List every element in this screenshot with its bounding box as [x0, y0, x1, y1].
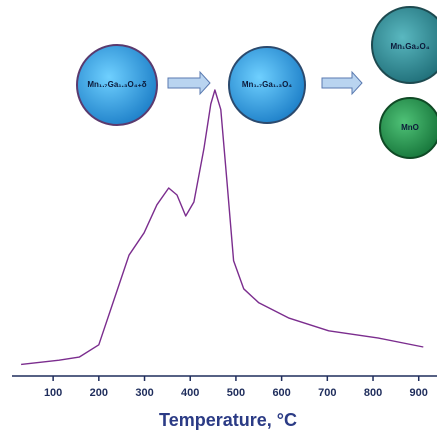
x-tick-label: 400 — [181, 387, 199, 399]
annotation: Mn₁.₇Ga₁.₃O₄ — [242, 80, 292, 89]
scheme: Mn₁.₇Ga₁.₃O₄₊δ Mn₁.₇Ga₁.₃O₄ Mn₁Ga₂O₄ MnO — [76, 6, 437, 159]
x-tick-label: 300 — [135, 387, 153, 399]
sphere — [379, 97, 437, 159]
x-tick-label: 600 — [272, 387, 290, 399]
sphere — [76, 44, 158, 126]
arrow — [167, 70, 211, 96]
arrow — [321, 70, 363, 96]
sphere — [228, 46, 306, 124]
x-tick-label: 200 — [90, 387, 108, 399]
data-line — [21, 89, 424, 366]
annotation: Mn₁Ga₂O₄ — [390, 42, 429, 51]
x-tick-label: 100 — [44, 387, 62, 399]
x-axis-label: Temperature, °C — [159, 410, 297, 430]
x-tick-label: 500 — [227, 387, 245, 399]
annotation: MnO — [401, 123, 419, 132]
sphere — [371, 6, 437, 84]
annotation: Mn₁.₇Ga₁.₃O₄₊δ — [87, 80, 146, 89]
x-tick-label: 900 — [410, 387, 428, 399]
x-tick-label: 800 — [364, 387, 382, 399]
x-tick-label: 700 — [318, 387, 336, 399]
